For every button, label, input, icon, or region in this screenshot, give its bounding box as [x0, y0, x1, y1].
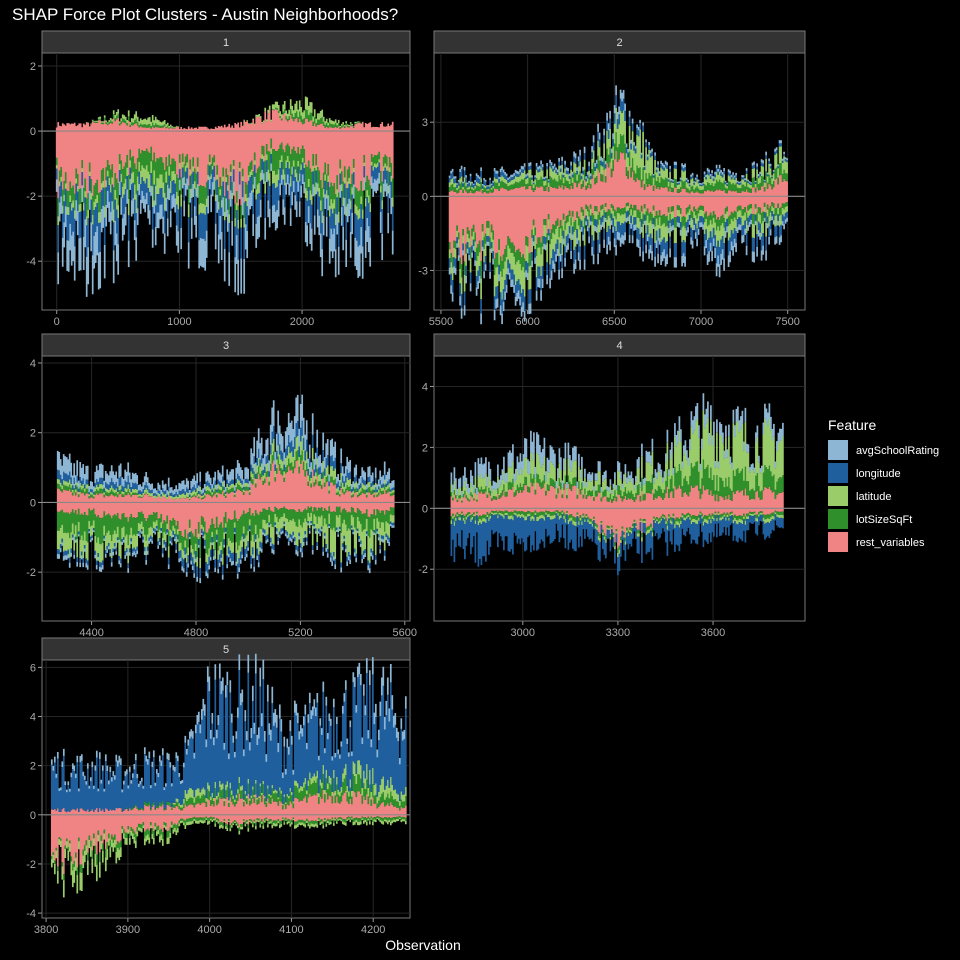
series-avgSchoolRating: [55, 163, 394, 297]
legend-swatch-latitude: [828, 486, 848, 506]
legend: Feature avgSchoolRating longitude latitude…: [828, 417, 939, 552]
chart-title: SHAP Force Plot Clusters - Austin Neighb…: [12, 5, 398, 24]
y-tick-label: -2: [26, 191, 36, 203]
legend-label-lotSizeSqFt: lotSizeSqFt: [856, 514, 912, 526]
shap-bars: [55, 96, 394, 297]
shap-bars: [50, 653, 407, 898]
y-tick-label: -2: [26, 567, 36, 579]
y-tick-label: 0: [30, 126, 36, 138]
x-tick-label: 1000: [167, 316, 191, 328]
series-lotSizeSqFt: [50, 774, 407, 881]
x-tick-label: 6000: [515, 316, 539, 328]
x-tick-label: 2000: [290, 316, 314, 328]
series-rest_variables: [450, 482, 784, 549]
panel-3: 3 4400 4800 5200 5600 -2 0 2 4: [26, 333, 417, 639]
facet-strip-label: 2: [616, 37, 622, 49]
x-tick-label: 7500: [775, 316, 799, 328]
facet-strip-label: 4: [616, 340, 622, 352]
series-latitude: [50, 760, 407, 898]
y-tick-label: -2: [26, 859, 36, 871]
y-tick-label: 0: [30, 497, 36, 509]
series-lotSizeSqFt: [56, 450, 395, 558]
series-avgSchoolRating: [450, 393, 784, 497]
series-longitude: [50, 670, 407, 813]
y-tick-label: 2: [30, 61, 36, 73]
shap-bars: [450, 393, 784, 576]
series-lotSizeSqFt: [448, 132, 788, 279]
series-avgSchoolRating: [50, 653, 407, 793]
x-tick-label: 4800: [184, 627, 208, 639]
series-lotSizeSqFt: [55, 107, 394, 220]
x-tick-label: 7000: [689, 316, 713, 328]
legend-swatch-lotSizeSqFt: [828, 509, 848, 529]
series-rest_variables: [448, 151, 788, 265]
x-tick-label: 3600: [701, 627, 725, 639]
panel-4: 4 3000 3300 3600 -2 0 2 4: [418, 333, 806, 639]
series-avgSchoolRating: [448, 85, 788, 325]
facet-strip-label: 1: [223, 37, 229, 49]
y-tick-label: 4: [30, 712, 36, 724]
y-tick-label: 4: [30, 358, 36, 370]
series-longitude: [450, 513, 784, 576]
y-tick-label: -3: [418, 265, 428, 277]
series-latitude: [448, 107, 788, 300]
facet-strip-label: 5: [223, 644, 229, 656]
facet-strip-label: 3: [223, 340, 229, 352]
legend-label-longitude: longitude: [856, 468, 901, 480]
x-tick-label: 3900: [116, 924, 140, 936]
panel-1: 1 0 1000 2000 -4 -2 0 2: [26, 30, 411, 328]
x-tick-label: 0: [54, 316, 60, 328]
x-tick-label: 5600: [393, 627, 417, 639]
y-tick-label: 4: [422, 381, 428, 393]
y-tick-label: 0: [422, 191, 428, 203]
x-tick-label: 4000: [197, 924, 221, 936]
y-tick-label: 2: [30, 761, 36, 773]
legend-swatch-rest_variables: [828, 532, 848, 552]
legend-swatch-longitude: [828, 463, 848, 483]
y-tick-label: 2: [30, 428, 36, 440]
x-axis-title: Observation: [385, 937, 460, 953]
x-tick-label: 5200: [288, 627, 312, 639]
legend-title: Feature: [828, 417, 876, 433]
series-longitude: [56, 420, 395, 578]
x-tick-label: 6500: [602, 316, 626, 328]
x-tick-label: 3800: [34, 924, 58, 936]
x-tick-label: 5500: [429, 316, 453, 328]
panel-2: 2 5500 6000 6500 7000 7500 -3 0 3: [418, 30, 806, 328]
y-tick-label: -4: [26, 256, 36, 268]
legend-label-latitude: latitude: [856, 491, 891, 503]
series-rest_variables: [56, 460, 395, 539]
series-latitude: [450, 410, 784, 558]
series-latitude: [56, 435, 395, 568]
series-longitude: [55, 154, 394, 260]
x-tick-label: 4100: [279, 924, 303, 936]
legend-label-rest_variables: rest_variables: [856, 537, 925, 549]
series-longitude: [448, 95, 788, 314]
series-avgSchoolRating: [56, 394, 395, 584]
series-rest_variables: [55, 108, 394, 206]
legend-swatch-avgSchoolRating: [828, 440, 848, 460]
y-tick-label: 3: [422, 117, 428, 129]
series-lotSizeSqFt: [450, 459, 784, 553]
x-tick-label: 4200: [361, 924, 385, 936]
y-tick-label: 0: [30, 810, 36, 822]
y-tick-label: 0: [422, 503, 428, 515]
y-tick-label: 2: [422, 442, 428, 454]
legend-label-avgSchoolRating: avgSchoolRating: [856, 445, 939, 457]
y-tick-label: -2: [418, 564, 428, 576]
series-latitude: [55, 96, 394, 229]
x-tick-label: 3000: [511, 627, 535, 639]
y-tick-label: 6: [30, 662, 36, 674]
x-tick-label: 3300: [606, 627, 630, 639]
x-tick-label: 4400: [79, 627, 103, 639]
panel-5: 5 3800 3900 4000 4100 4200 -4 -2 0 2 4 6: [26, 637, 411, 936]
shap-bars: [448, 85, 788, 325]
series-rest_variables: [50, 789, 407, 875]
shap-bars: [56, 394, 395, 584]
y-tick-label: -4: [26, 908, 36, 920]
